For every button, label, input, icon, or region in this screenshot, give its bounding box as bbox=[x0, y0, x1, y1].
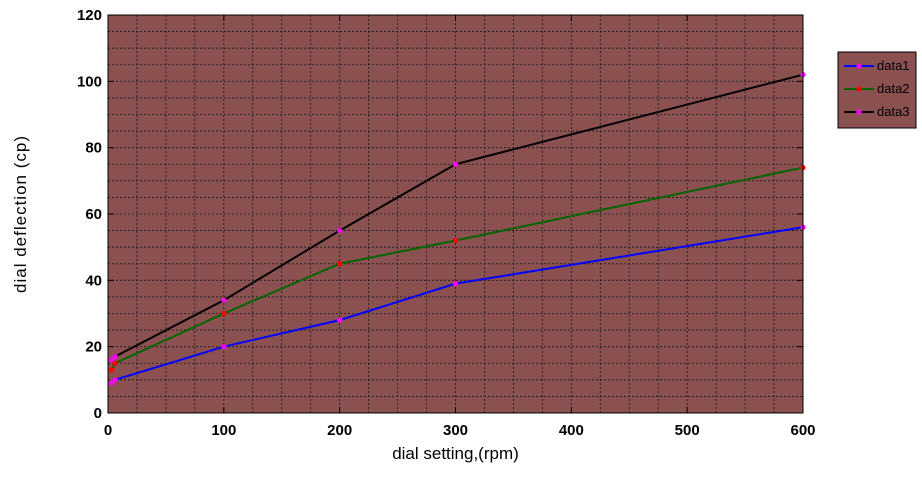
data-point-data3 bbox=[108, 357, 115, 363]
x-tick-label: 0 bbox=[104, 422, 112, 439]
data-point-data3 bbox=[112, 354, 118, 360]
y-tick-label: 60 bbox=[85, 206, 102, 223]
data-point-data1 bbox=[221, 344, 227, 350]
data-point-data1 bbox=[108, 380, 115, 386]
y-tick-label: 0 bbox=[94, 405, 102, 422]
x-tick-label: 500 bbox=[675, 422, 700, 439]
y-tick-label: 40 bbox=[85, 272, 102, 289]
data-point-data2 bbox=[108, 367, 115, 373]
x-tick-label: 400 bbox=[559, 422, 584, 439]
legend-label-data1: data1 bbox=[877, 58, 910, 73]
legend-label-data3: data3 bbox=[877, 104, 910, 119]
legend-marker-data2 bbox=[856, 86, 862, 92]
legend-label-data2: data2 bbox=[877, 81, 910, 96]
y-tick-label: 100 bbox=[77, 73, 102, 90]
y-tick-label: 120 bbox=[77, 7, 102, 24]
legend: data1 data2 data3 bbox=[837, 51, 917, 129]
data-point-data2 bbox=[452, 237, 459, 244]
y-tick-label: 20 bbox=[85, 339, 102, 356]
data-point-data1 bbox=[337, 317, 343, 323]
axis-ticks: 0 100 200 300 400 500 600 0 20 40 60 80 100 120 bbox=[77, 7, 816, 439]
data-point-data3 bbox=[452, 161, 459, 167]
y-axis-label: dial deflection (cp) bbox=[11, 135, 30, 293]
data-point-data3 bbox=[337, 227, 343, 234]
x-tick-label: 300 bbox=[443, 422, 468, 439]
x-tick-label: 600 bbox=[790, 422, 815, 439]
x-axis-label: dial setting,(rpm) bbox=[392, 444, 519, 463]
data-point-data2 bbox=[112, 360, 118, 366]
x-tick-label: 200 bbox=[327, 422, 352, 439]
y-tick-label: 80 bbox=[85, 140, 102, 157]
data-point-data1 bbox=[452, 281, 459, 287]
data-point-data3 bbox=[221, 297, 227, 303]
legend-marker-data3 bbox=[856, 109, 862, 115]
data-point-data2 bbox=[337, 261, 343, 267]
data-point-data2 bbox=[221, 310, 227, 317]
x-tick-label: 100 bbox=[211, 422, 236, 439]
legend-marker-data1 bbox=[856, 63, 862, 69]
data-point-data1 bbox=[112, 377, 118, 383]
